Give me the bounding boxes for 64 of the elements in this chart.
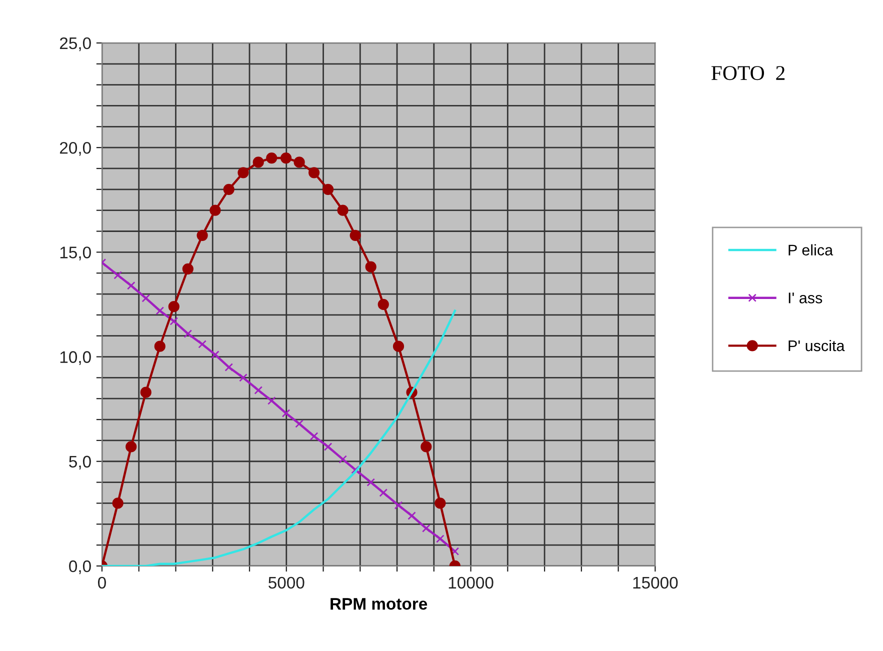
y-tick-label: 15,0 — [60, 246, 91, 260]
point — [324, 442, 332, 451]
point — [168, 301, 180, 312]
x-tick-label: 5000 — [268, 576, 304, 589]
point — [198, 340, 206, 348]
y-tick-label: 25,0 — [60, 37, 91, 52]
y-tick-label: 0,0 — [69, 560, 91, 574]
point — [142, 294, 150, 302]
point — [154, 340, 166, 352]
point — [282, 409, 290, 418]
point — [295, 420, 304, 428]
x-tick-label: 0 — [98, 576, 106, 589]
point — [239, 374, 248, 382]
point — [436, 534, 444, 543]
point — [254, 386, 263, 394]
point — [378, 298, 389, 310]
point — [252, 156, 264, 168]
point — [379, 488, 388, 497]
x-tick-label: 15000 — [633, 576, 678, 589]
point — [310, 432, 318, 440]
point — [338, 455, 347, 464]
point — [112, 498, 124, 509]
point — [434, 498, 446, 509]
point — [210, 204, 221, 216]
point — [223, 184, 234, 195]
legend-label: P elica — [788, 244, 834, 256]
point — [420, 441, 432, 452]
point — [238, 167, 249, 178]
point — [126, 281, 136, 290]
point — [156, 306, 164, 315]
point — [394, 501, 403, 510]
point — [114, 271, 122, 280]
y-tick-label: 20,0 — [60, 142, 91, 156]
y-tick-label: 5,0 — [69, 456, 91, 470]
legend-label: I' ass — [788, 292, 822, 304]
point — [294, 156, 305, 168]
point — [211, 350, 220, 359]
point — [267, 396, 276, 405]
point — [126, 441, 137, 452]
legend-label: P' uscita — [788, 340, 845, 352]
point — [408, 512, 416, 520]
point — [392, 340, 404, 352]
point — [322, 184, 334, 195]
point — [196, 230, 208, 241]
y-tick-label: 10,0 — [60, 351, 91, 365]
point — [140, 386, 152, 398]
point — [170, 317, 178, 326]
line-series — [102, 310, 456, 566]
point — [224, 363, 234, 372]
text: FOTO 2 — [711, 66, 785, 80]
x-axis-title: RPM motore — [330, 598, 428, 610]
point — [351, 466, 360, 474]
point — [366, 478, 376, 486]
point — [337, 204, 348, 216]
point — [182, 263, 194, 274]
point — [422, 524, 430, 532]
point — [350, 230, 361, 241]
point — [365, 261, 376, 272]
point — [280, 152, 292, 164]
x-tick-label: 10000 — [448, 576, 494, 589]
point — [308, 167, 320, 178]
point — [266, 152, 278, 164]
point — [184, 330, 192, 338]
point — [450, 547, 460, 556]
